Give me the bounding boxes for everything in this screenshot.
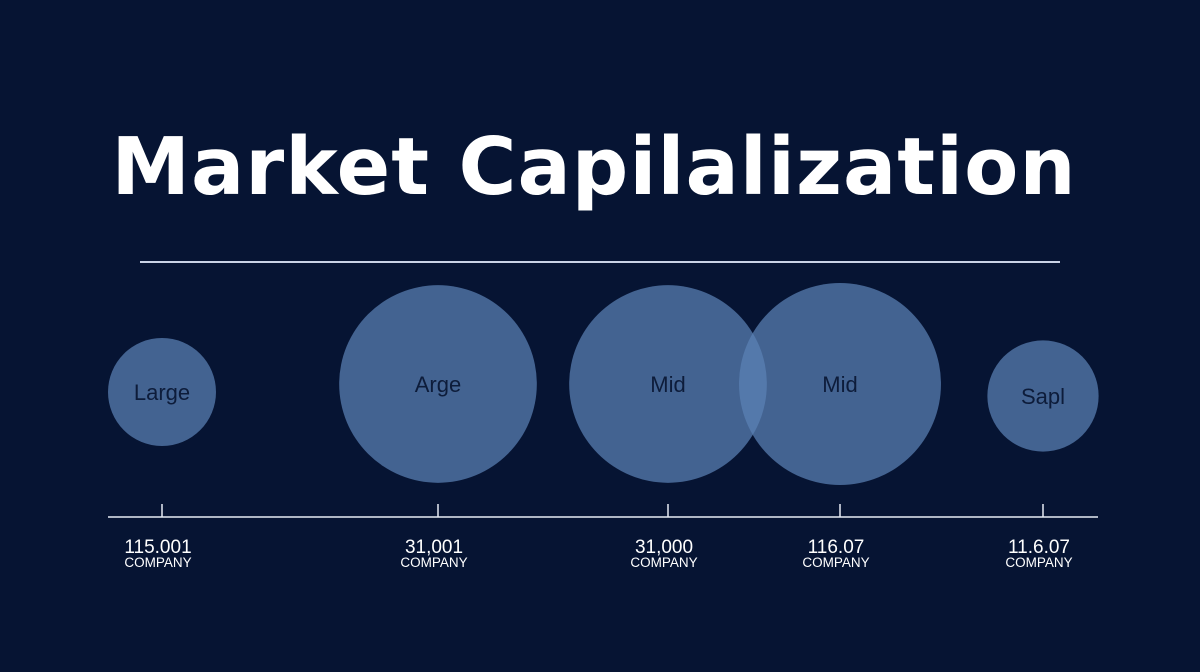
bubble-2 <box>339 285 537 483</box>
title-divider <box>140 261 1060 263</box>
value-label-5: 11.6.07 <box>1008 537 1070 558</box>
value-label-1: 115.001 <box>124 537 191 558</box>
value-label-4: 116.07 <box>808 537 865 558</box>
category-label-1: COMPANY <box>124 555 191 570</box>
value-label-2: 31,001 <box>405 537 463 558</box>
bubble-label-1: Large <box>134 380 190 405</box>
bubble-4 <box>739 283 941 485</box>
tick-layer <box>161 504 1044 517</box>
bubble-3 <box>569 285 767 483</box>
bubble-1 <box>108 338 216 446</box>
bubble-label-2: Arge <box>415 372 461 397</box>
bubble-layer: Large Arge Mid Mid Sapl <box>108 283 1099 485</box>
category-label-2: COMPANY <box>400 555 467 570</box>
category-label-3: COMPANY <box>630 555 697 570</box>
category-label-4: COMPANY <box>802 555 869 570</box>
bubble-5 <box>987 340 1099 452</box>
chart-title: Market Capilalization <box>111 121 1077 213</box>
bubble-label-5: Sapl <box>1021 384 1065 409</box>
category-label-5: COMPANY <box>1005 555 1072 570</box>
value-label-3: 31,000 <box>635 537 693 558</box>
axis-label-layer: 115.001COMPANY31,001COMPANY31,000COMPANY… <box>124 537 1072 570</box>
bubble-label-3: Mid <box>650 372 685 397</box>
bubble-label-4: Mid <box>822 372 857 397</box>
